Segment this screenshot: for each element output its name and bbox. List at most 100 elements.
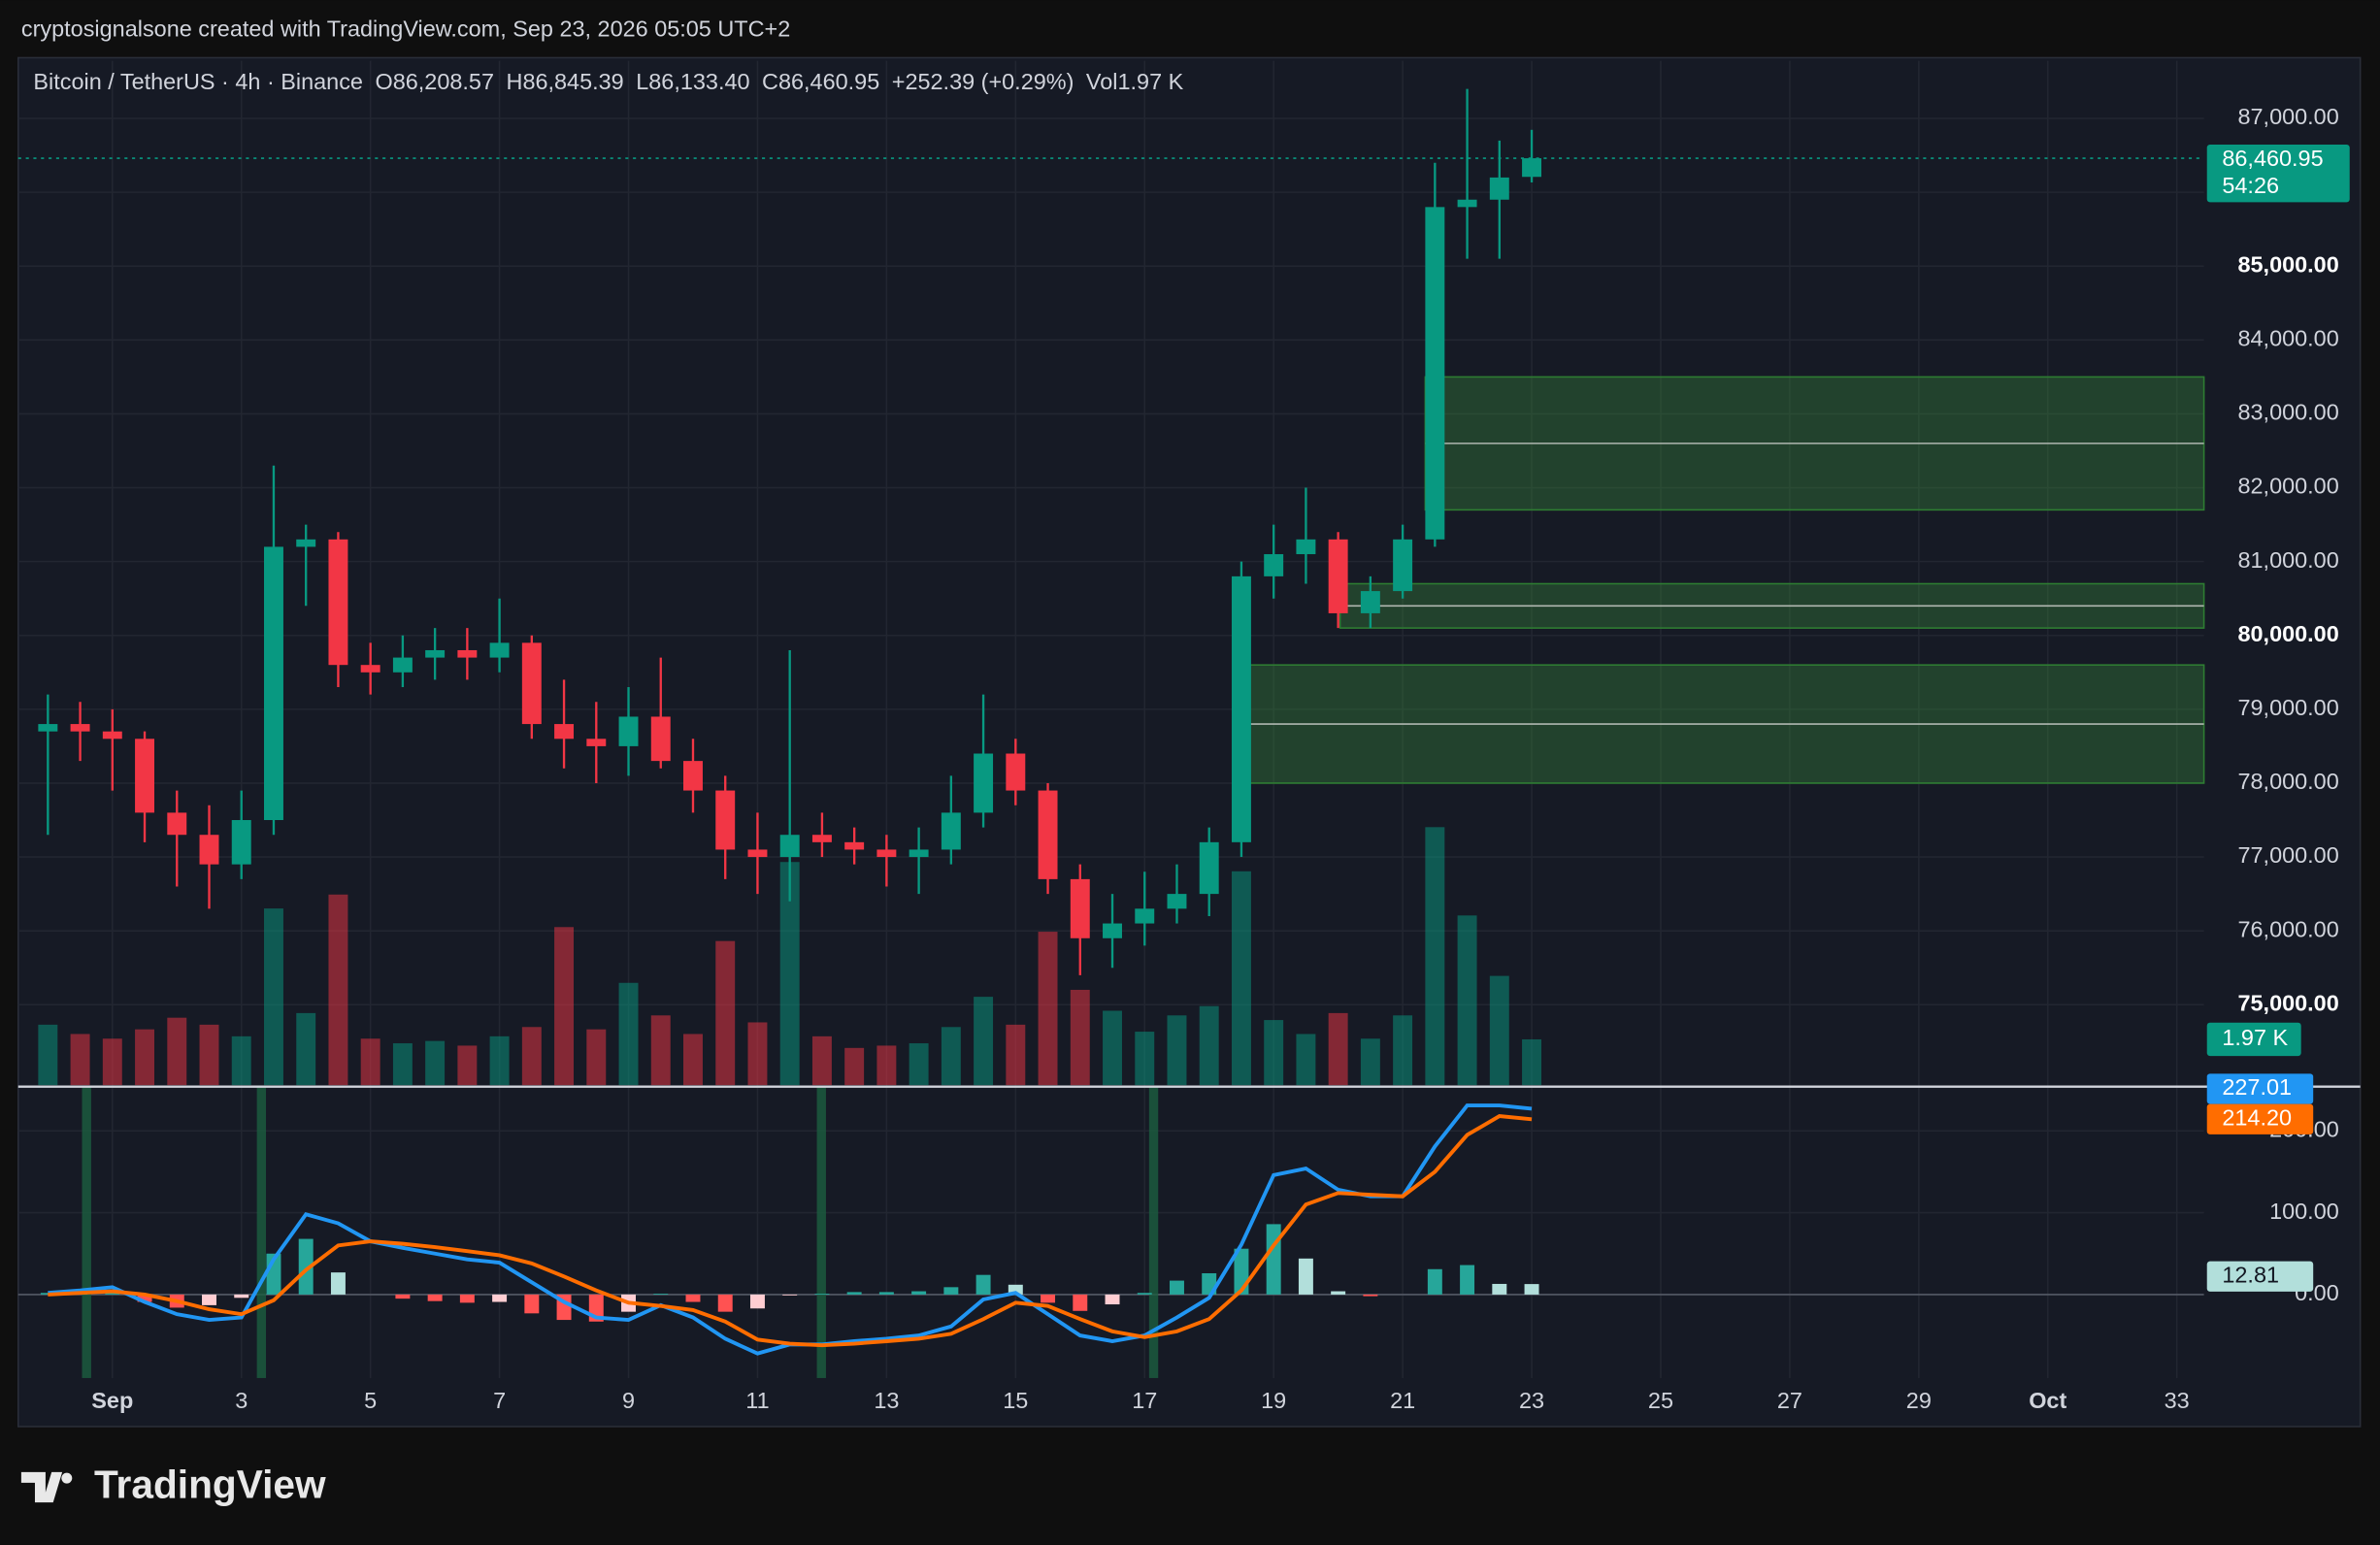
y-tick-label: 82,000.00 [2237, 474, 2338, 499]
candle-body [1425, 207, 1445, 540]
logo-dot [61, 1472, 73, 1484]
candle-body [1070, 878, 1090, 938]
histogram-bar [427, 1294, 443, 1301]
histogram-bar [846, 1292, 862, 1295]
x-tick-label: 19 [1261, 1388, 1286, 1413]
volume-bar [586, 1029, 607, 1086]
volume-bar [1135, 1032, 1155, 1086]
candle-body [167, 812, 187, 836]
volume-bar [876, 1045, 897, 1086]
volume-bar [1522, 1038, 1542, 1086]
volume-bar [1103, 1010, 1122, 1086]
candle-body [360, 665, 380, 673]
volume-badge-value: 1.97 K [2222, 1025, 2288, 1050]
candle-body [1489, 177, 1509, 200]
legend-value: C86,460.95 [762, 69, 879, 94]
volume-bar [1231, 871, 1251, 1086]
histogram-bar [492, 1294, 508, 1302]
volume-bar [1425, 827, 1445, 1086]
volume-bar [1296, 1034, 1316, 1086]
volume-bar [683, 1034, 703, 1086]
volume-bar [779, 862, 800, 1086]
volume-bar [618, 982, 639, 1086]
histogram-bar [137, 1294, 152, 1302]
y-tick-label: 84,000.00 [2237, 326, 2338, 351]
candle-body [135, 739, 155, 813]
signal-marker [816, 1086, 826, 1378]
volume-bar [199, 1024, 219, 1086]
price-badge-value: 86,460.95 [2222, 146, 2323, 171]
histogram-bar [782, 1294, 798, 1296]
volume-bar [70, 1034, 90, 1086]
histogram-bar [298, 1238, 314, 1295]
legend-value: O86,208.57 [376, 69, 495, 94]
candle-body [231, 820, 251, 865]
legend: Bitcoin / TetherUS · 4h · Binance O86,208… [33, 69, 1183, 94]
candle-body [683, 761, 703, 791]
macd-badge-value: 214.20 [2222, 1104, 2292, 1130]
histogram-bar [911, 1291, 927, 1295]
axes: Sep 3 5 7 9 11 13 15 17 19 21 23 25 27 29 Oct 33 75,000.0… [91, 104, 2350, 1413]
candle-body [1006, 753, 1026, 791]
y-tick-label: 87,000.00 [2237, 104, 2338, 129]
candle-body [844, 841, 865, 850]
x-tick-label: 27 [1777, 1388, 1802, 1413]
histogram-bar [975, 1274, 991, 1295]
x-tick-label: 9 [622, 1388, 635, 1413]
candle-body [1296, 539, 1316, 555]
histogram-bar [653, 1294, 669, 1295]
x-tick-label: Oct [2029, 1388, 2066, 1413]
macd-tick-label: 100.00 [2269, 1199, 2339, 1224]
x-tick-label: 5 [364, 1388, 377, 1413]
candle-body [554, 724, 575, 740]
countdown: 54:26 [2222, 173, 2279, 198]
histogram-bar [1460, 1265, 1475, 1295]
candle-body [1360, 591, 1380, 613]
histogram-bar [685, 1294, 701, 1302]
macd-badge [2206, 1261, 2314, 1292]
volume-bar [1199, 1005, 1219, 1086]
volume-bar [457, 1045, 478, 1086]
candle-body [392, 657, 413, 673]
y-tick-label: 80,000.00 [2237, 621, 2338, 646]
volume-bar [1264, 1020, 1284, 1086]
histogram-bar [1008, 1284, 1023, 1295]
candle-body [1328, 539, 1348, 613]
histogram-bar [943, 1287, 959, 1295]
legend-value: L86,133.40 [636, 69, 749, 94]
volume-bar [102, 1038, 122, 1086]
candles [17, 88, 2204, 975]
histogram-bar [202, 1294, 216, 1305]
histogram-bar [1073, 1294, 1088, 1311]
candle-body [876, 849, 897, 858]
candle-body [38, 724, 58, 732]
candle-body [715, 790, 736, 850]
x-tick-label: 15 [1003, 1388, 1028, 1413]
candle-body [747, 849, 768, 858]
volume-bar [1167, 1015, 1187, 1086]
candle-body [102, 731, 122, 740]
candle-body [1231, 575, 1251, 842]
candle-body [779, 835, 800, 858]
legend-value: H86,845.39 [507, 69, 624, 94]
symbol: Bitcoin / TetherUS · 4h · Binance [33, 69, 363, 94]
candle-body [974, 753, 994, 813]
x-tick-label: 13 [874, 1388, 899, 1413]
zones [1240, 376, 2205, 784]
candle-body [909, 849, 929, 858]
y-tick-label: 83,000.00 [2237, 400, 2338, 425]
histogram-bar [1137, 1293, 1152, 1295]
candle-body [296, 539, 316, 547]
macd-pane [17, 1086, 2204, 1378]
candle-body [1103, 923, 1122, 938]
legend-value: Vol1.97 K [1086, 69, 1184, 94]
candle-body [811, 835, 832, 842]
volume-bar [1393, 1015, 1413, 1086]
candle-body [1457, 199, 1477, 208]
volume-bar [941, 1027, 961, 1086]
candle-body [618, 716, 639, 746]
volume-bar [1360, 1038, 1380, 1086]
volume-bar [263, 908, 283, 1086]
macd-badge [2206, 1073, 2314, 1104]
